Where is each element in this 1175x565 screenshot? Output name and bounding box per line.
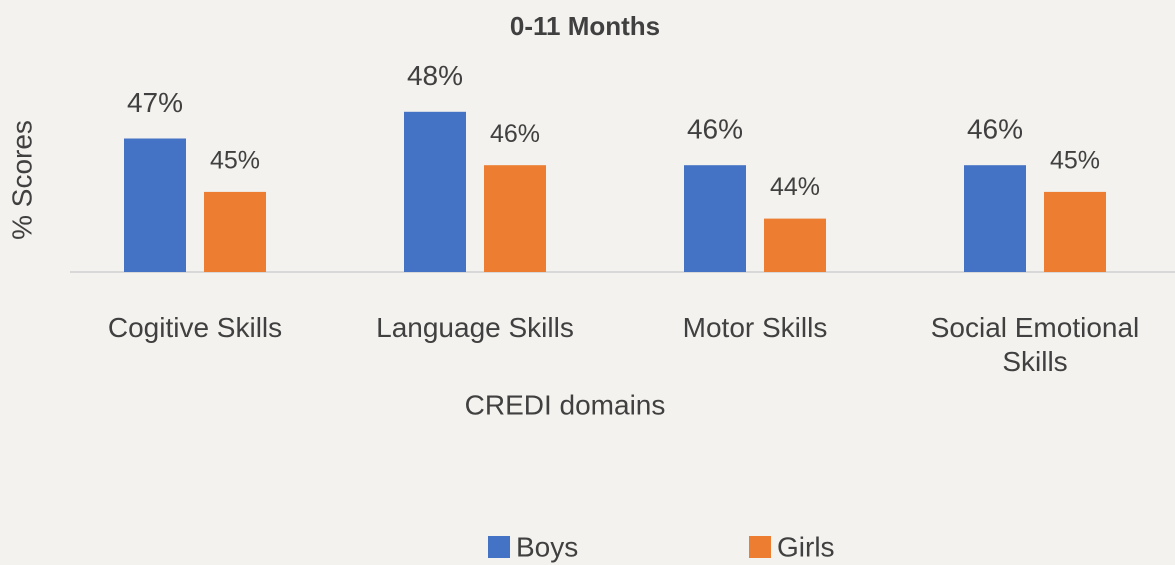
value-label: 46% [490, 120, 540, 148]
x-axis-title: CREDI domains [465, 389, 666, 420]
bar [124, 138, 186, 272]
value-label: 47% [127, 87, 183, 118]
value-label: 44% [770, 173, 820, 201]
legend-label: Girls [777, 531, 835, 562]
y-axis-title: % Scores [6, 120, 37, 240]
x-tick-label: Motor Skills [682, 312, 828, 343]
legend-swatch [488, 536, 510, 558]
bar [404, 111, 466, 272]
legend-swatch [749, 536, 771, 558]
legend-label: Boys [516, 531, 578, 562]
bar [684, 165, 746, 272]
value-label: 46% [687, 114, 743, 145]
chart-title: 0-11 Months [510, 11, 660, 41]
value-label: 45% [1050, 147, 1100, 175]
x-tick-label: Cogitive Skills [107, 312, 283, 343]
bar [1044, 191, 1106, 272]
bar [764, 218, 826, 272]
value-label: 46% [967, 114, 1023, 145]
value-label: 45% [210, 147, 260, 175]
x-tick-label: Social Emotional Skills [930, 312, 1140, 377]
bar [964, 165, 1026, 272]
value-label: 48% [407, 60, 463, 91]
bar [484, 165, 546, 272]
x-tick-label: Language Skills [376, 312, 574, 343]
bar [204, 191, 266, 272]
